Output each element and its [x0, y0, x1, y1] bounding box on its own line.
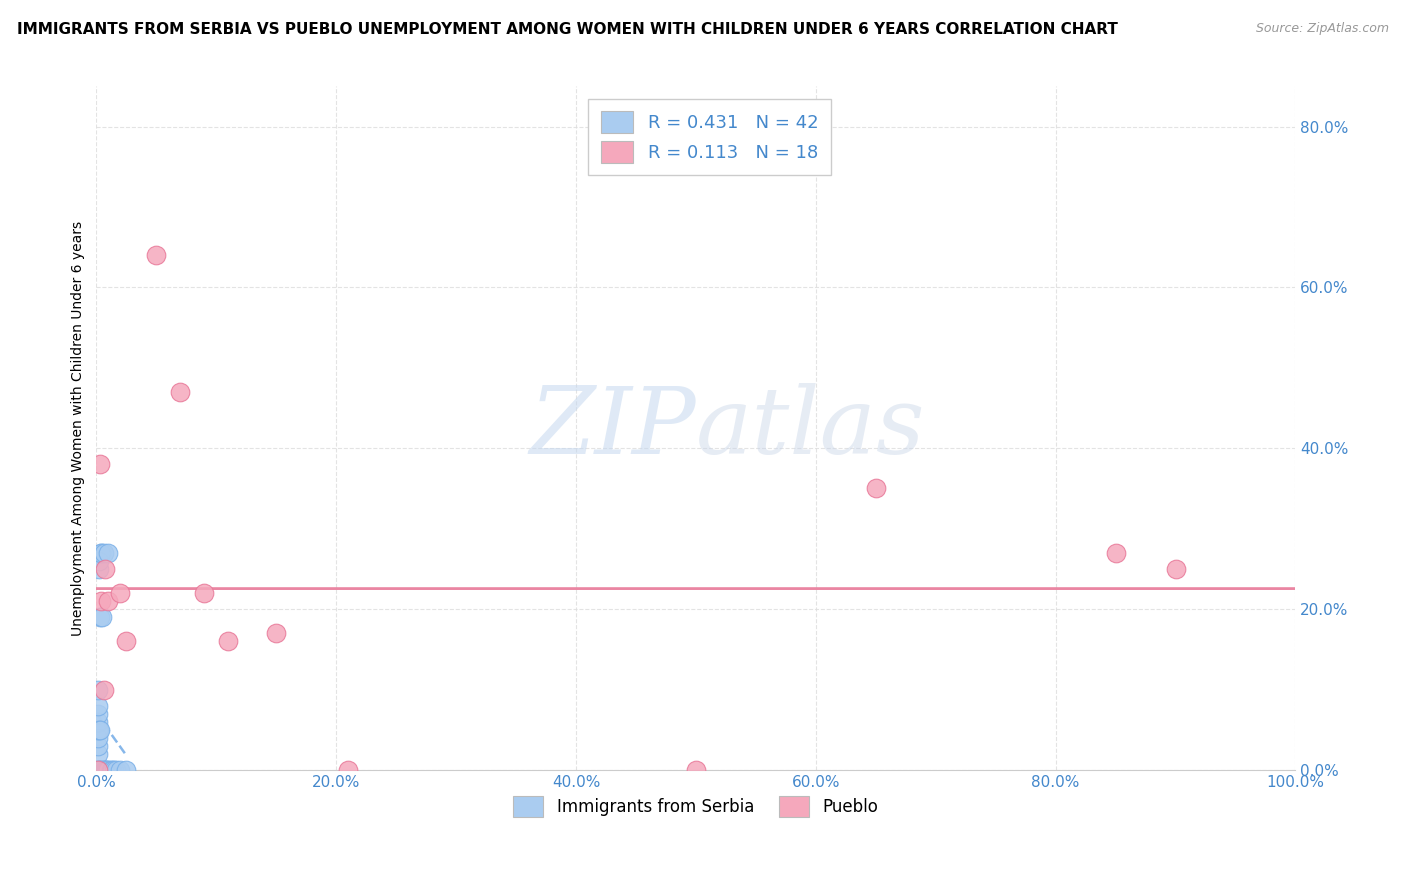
Point [100, 763, 122, 777]
Point [86, 682, 108, 697]
Point [93, 546, 115, 560]
Point [91, 610, 114, 624]
Point [865, 482, 887, 496]
Point [87, 763, 110, 777]
Point [86, 763, 108, 777]
Point [93, 682, 115, 697]
Point [86, 763, 108, 777]
Point [86, 763, 108, 777]
Point [90, 546, 112, 560]
Point [93, 763, 115, 777]
Point [89, 763, 111, 777]
Point [86, 706, 108, 721]
Point [97, 594, 120, 608]
Point [86, 763, 108, 777]
Point [86, 763, 108, 777]
Point [1104, 546, 1126, 560]
Point [86, 747, 108, 761]
Point [145, 248, 167, 262]
Point [86, 763, 108, 777]
Point [86, 739, 108, 753]
Point [86, 763, 108, 777]
Point [87, 554, 110, 568]
Point [101, 763, 124, 777]
Point [264, 626, 287, 640]
Point [97, 763, 120, 777]
Point [685, 763, 707, 777]
Text: Source: ZipAtlas.com: Source: ZipAtlas.com [1256, 22, 1389, 36]
Point [104, 763, 127, 777]
Text: ZIP: ZIP [529, 384, 696, 473]
Point [93, 763, 115, 777]
Point [89, 610, 111, 624]
Point [87, 723, 110, 737]
Point [193, 586, 215, 600]
Point [1164, 562, 1187, 576]
Point [86, 731, 108, 745]
Point [86, 723, 108, 737]
Point [115, 634, 138, 648]
Text: atlas: atlas [696, 384, 925, 473]
Point [89, 458, 111, 472]
Point [86, 714, 108, 729]
Point [110, 763, 132, 777]
Point [96, 763, 118, 777]
Point [103, 763, 125, 777]
Point [93, 562, 115, 576]
Point [217, 634, 239, 648]
Y-axis label: Unemployment Among Women with Children Under 6 years: Unemployment Among Women with Children U… [72, 220, 86, 636]
Point [86, 763, 108, 777]
Point [89, 723, 111, 737]
Text: IMMIGRANTS FROM SERBIA VS PUEBLO UNEMPLOYMENT AMONG WOMEN WITH CHILDREN UNDER 6 : IMMIGRANTS FROM SERBIA VS PUEBLO UNEMPLO… [17, 22, 1118, 37]
Point [337, 763, 360, 777]
Point [169, 384, 191, 399]
Point [90, 546, 112, 560]
Point [97, 546, 120, 560]
Point [115, 763, 138, 777]
Point [86, 763, 108, 777]
Point [110, 586, 132, 600]
Point [87, 562, 110, 576]
Point [94, 763, 117, 777]
Legend: Immigrants from Serbia, Pueblo: Immigrants from Serbia, Pueblo [506, 789, 884, 823]
Point [86, 763, 108, 777]
Point [86, 763, 108, 777]
Point [91, 763, 114, 777]
Point [90, 594, 112, 608]
Point [86, 698, 108, 713]
